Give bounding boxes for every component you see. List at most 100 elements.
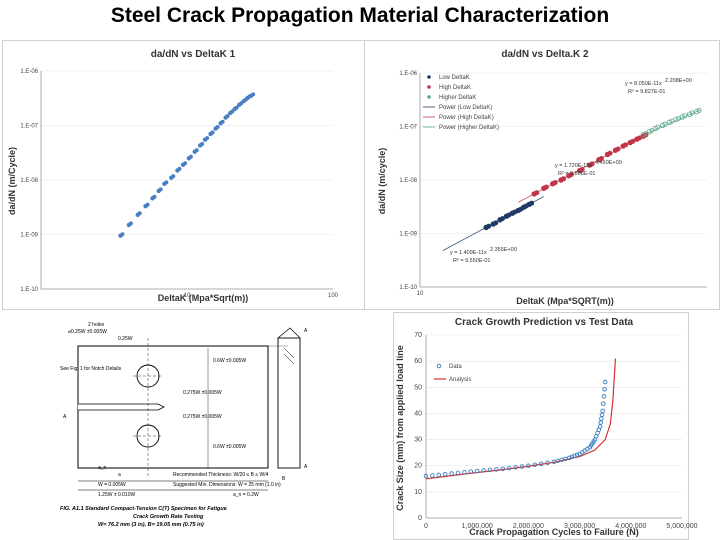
chart-3-y-tick: 30 [414, 437, 422, 444]
chart-2-point [655, 124, 661, 130]
chart-2-point [561, 176, 567, 182]
chart-3-data-point [545, 460, 550, 466]
note-hole-offset: 0.25W [118, 336, 133, 342]
chart-3-x-tick: 4,000,000 [615, 523, 646, 530]
chart-2-point [607, 150, 613, 156]
chart-1-point [128, 221, 133, 226]
chart-1-y-tick: 1.E-07 [20, 124, 38, 130]
chart-2-point [686, 111, 693, 117]
chart-crack-growth-prediction: Crack Growth Prediction vs Test Data 0 10 2… [393, 312, 698, 540]
chart-3-x-tick: 0 [424, 523, 428, 530]
chart-2-y-tick: 1.E-06 [399, 71, 417, 77]
chart-2-point [534, 190, 540, 196]
chart-2-legend-label: Power (Higher DeltaK) [439, 125, 499, 131]
chart-2-r-squared: R² = 9.808E-01 [558, 171, 595, 177]
chart-1-y-tick: 1.E-10 [20, 287, 38, 293]
chart-2-y-label: da/dN (m/cycle) [377, 148, 387, 215]
chart-3-title: Crack Growth Prediction vs Test Data [455, 317, 634, 328]
chart-3-data-point [494, 467, 499, 472]
chart-2-point [486, 223, 492, 229]
chart-1-point [120, 232, 125, 237]
chart-2-legend-marker [427, 75, 431, 79]
chart-3-x-tick: 1,000,000 [462, 523, 493, 530]
note-an: a_n = 0.2W [233, 492, 259, 498]
chart-2-legend-marker [427, 95, 431, 99]
section-label-a-left: A [63, 414, 67, 420]
chart-1-title: da/dN vs DeltaK 1 [151, 49, 236, 60]
chart-2-equation: y = 1.720E-15x [555, 163, 592, 169]
chart-2-point [500, 216, 506, 222]
chart-2-point [666, 119, 673, 125]
chart-2-point [682, 113, 688, 119]
note-dim-06w-top: 0.6W ±0.005W [213, 358, 246, 364]
chart-2-legend-label: Low DeltaK [439, 75, 470, 81]
chart-3-data-point [563, 456, 568, 462]
chart-3-data-point [598, 420, 603, 425]
chart-3-x-tick: 2,000,000 [513, 523, 544, 530]
chart-3-data-point [462, 469, 467, 475]
chart-2-y-tick: 1.E-10 [399, 285, 417, 291]
chart-3-data-point [597, 424, 603, 429]
chart-3-data-point [436, 472, 442, 478]
chart-3-y-tick: 70 [414, 332, 422, 339]
chart-3-data-point [599, 416, 604, 421]
chart-3-data-point [449, 471, 454, 476]
chart-3-data-point [500, 466, 506, 472]
note-suggested-min-dims: Suggested Min. Dimensions: W = 25 mm (1.… [173, 482, 281, 488]
side-view-hatch-2 [283, 353, 295, 365]
chart-2-r-squared: R² = 9.550E-01 [453, 258, 490, 264]
chart-2-equation: y = 8.050E-11x [625, 81, 662, 87]
chart-2-point [598, 155, 604, 161]
chart-2-point [623, 142, 629, 148]
chart-2-point [630, 138, 636, 144]
chart-1-point [152, 194, 157, 199]
chart-3-data-point [506, 465, 512, 471]
note-overall-width: 1.25W ± 0.010W [98, 492, 135, 498]
chart-3-data-point [474, 468, 480, 474]
chart-2-point [659, 122, 666, 129]
chart-2-point [693, 108, 700, 115]
chart-3-y-tick: 10 [414, 489, 422, 496]
chart-2-point [673, 116, 679, 123]
chart-2-point [652, 125, 658, 132]
chart-2-point [568, 172, 574, 178]
chart-2-equation-exponent: 2.208E+00 [665, 78, 692, 84]
chart-2-point [662, 121, 668, 127]
label-a: a [118, 472, 121, 478]
note-2-holes: 2 holes [88, 322, 105, 328]
note-notch-detail: See Fig. 1 for Notch Details [60, 366, 122, 372]
chart-1-point [145, 202, 150, 207]
chart-1-y-tick: 1.E-09 [20, 233, 38, 239]
chart-1-point [200, 141, 205, 146]
chart-3-legend-label-analysis: Analysis [449, 377, 471, 383]
chart-2-point [493, 220, 499, 226]
chart-3-data-point [602, 386, 607, 392]
chart-3-data-point [526, 463, 531, 468]
specimen-notch [78, 403, 165, 411]
chart-2-point [646, 128, 653, 135]
chart-1-point [188, 154, 193, 159]
chart-1-y-tick: 1.E-08 [20, 178, 38, 184]
chart-3-data-point [567, 455, 572, 461]
figure-caption-line-3: W= 76.2 mm (3 in), B= 19.05 mm (0.75 in) [98, 522, 204, 528]
chart-3-data-point [430, 473, 435, 478]
chart-1-point [251, 92, 256, 97]
chart-2-legend-marker [427, 85, 431, 89]
note-dim-0275w-bottom: 0.275W ±0.005W [183, 414, 222, 420]
chart-3-data-point [601, 394, 607, 399]
section-label-a-bottom: A [304, 464, 308, 470]
chart-3-data-point [555, 458, 561, 464]
chart-3-legend-marker-data [436, 363, 442, 369]
chart-2-point [589, 161, 595, 167]
chart-2-r-squared: R² = 9.827E-01 [628, 89, 665, 95]
chart-1-x-tick: 100 [328, 293, 339, 299]
chart-2-equation-exponent: 2.355E+00 [490, 247, 517, 253]
chart-3-data-point [481, 468, 486, 473]
chart-1-point [194, 148, 199, 153]
chart-2-legend-label: Higher DeltaK [439, 95, 476, 101]
chart-3-data-point [468, 469, 474, 474]
chart-3-y-tick: 60 [414, 358, 422, 365]
chart-2-point [679, 114, 685, 120]
chart-3-data-point [572, 453, 577, 459]
chart-3-data-point [600, 408, 605, 414]
